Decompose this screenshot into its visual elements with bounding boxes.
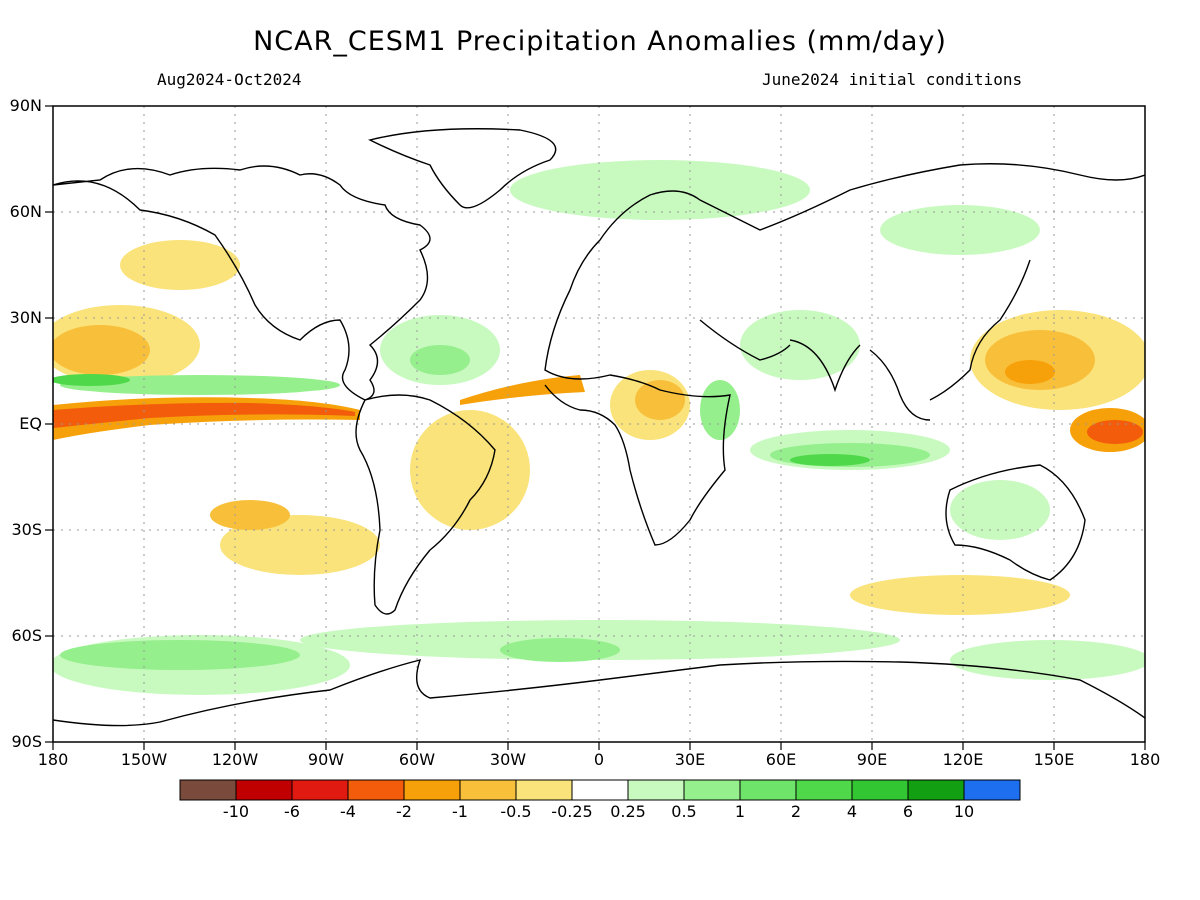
ylabel-60n: 60N xyxy=(9,202,42,221)
anomaly-field xyxy=(53,160,1145,695)
colorbar-swatch xyxy=(571,779,629,801)
xlabel-120e: 120E xyxy=(942,750,984,769)
ylabel-30s: 30S xyxy=(11,520,42,539)
xlabel-60w: 60W xyxy=(398,750,436,769)
colorbar-swatch xyxy=(739,779,797,801)
xlabel-90w: 90W xyxy=(307,750,345,769)
ylabel-90n: 90N xyxy=(9,96,42,115)
xlabel-60e: 60E xyxy=(765,750,797,769)
graticule xyxy=(53,106,1145,742)
ticks xyxy=(45,105,1146,750)
initial-conditions: June2024 initial conditions xyxy=(762,70,1023,89)
colorbar-swatch xyxy=(291,779,349,801)
colorbar-swatch xyxy=(795,779,853,801)
ylabel-60s: 60S xyxy=(11,626,42,645)
forecast-period: Aug2024-Oct2024 xyxy=(157,70,302,89)
coastlines xyxy=(53,128,1145,727)
colorbar-swatch xyxy=(963,779,1021,801)
strong-anomalies xyxy=(53,360,1145,466)
colorbar-label: 0.5 xyxy=(671,802,697,821)
colorbar-swatch xyxy=(907,779,965,801)
xlabel-150w: 150W xyxy=(120,750,168,769)
xlabel-180-east: 180 xyxy=(1129,750,1161,769)
map-title: NCAR_CESM1 Precipitation Anomalies (mm/d… xyxy=(253,26,947,57)
colorbar-swatch xyxy=(179,779,237,801)
colorbar-swatch xyxy=(683,779,741,801)
colorbar-label: -10 xyxy=(222,802,250,821)
colorbar-label: -2 xyxy=(396,802,412,821)
xlabel-180-west: 180 xyxy=(37,750,69,769)
colorbar xyxy=(179,779,1021,801)
colorbar-swatch xyxy=(347,779,405,801)
medium-anomalies xyxy=(53,325,1095,670)
ylabel-30n: 30N xyxy=(9,308,42,327)
colorbar-label: -4 xyxy=(340,802,356,821)
xlabel-90e: 90E xyxy=(856,750,888,769)
colorbar-label: -1 xyxy=(452,802,468,821)
colorbar-swatch xyxy=(515,779,573,801)
colorbar-label: 6 xyxy=(902,802,914,821)
colorbar-swatch xyxy=(403,779,461,801)
ylabel-90s: 90S xyxy=(11,732,42,751)
ylabel-eq: EQ xyxy=(19,414,42,433)
colorbar-label: 1 xyxy=(734,802,746,821)
xlabel-30e: 30E xyxy=(674,750,706,769)
colorbar-label: 4 xyxy=(846,802,858,821)
light-anomalies xyxy=(53,160,1145,695)
colorbar-swatch xyxy=(459,779,517,801)
xlabel-0: 0 xyxy=(593,750,605,769)
colorbar-label: -0.25 xyxy=(551,802,593,821)
colorbar-swatch xyxy=(235,779,293,801)
xlabel-120w: 120W xyxy=(211,750,259,769)
colorbar-label: 0.25 xyxy=(610,802,646,821)
colorbar-label: 10 xyxy=(953,802,975,821)
colorbar-label: -0.5 xyxy=(500,802,532,821)
colorbar-swatch xyxy=(627,779,685,801)
xlabel-150e: 150E xyxy=(1033,750,1075,769)
colorbar-label: -6 xyxy=(284,802,300,821)
colorbar-swatch xyxy=(851,779,909,801)
xlabel-30w: 30W xyxy=(489,750,527,769)
colorbar-label: 2 xyxy=(790,802,802,821)
